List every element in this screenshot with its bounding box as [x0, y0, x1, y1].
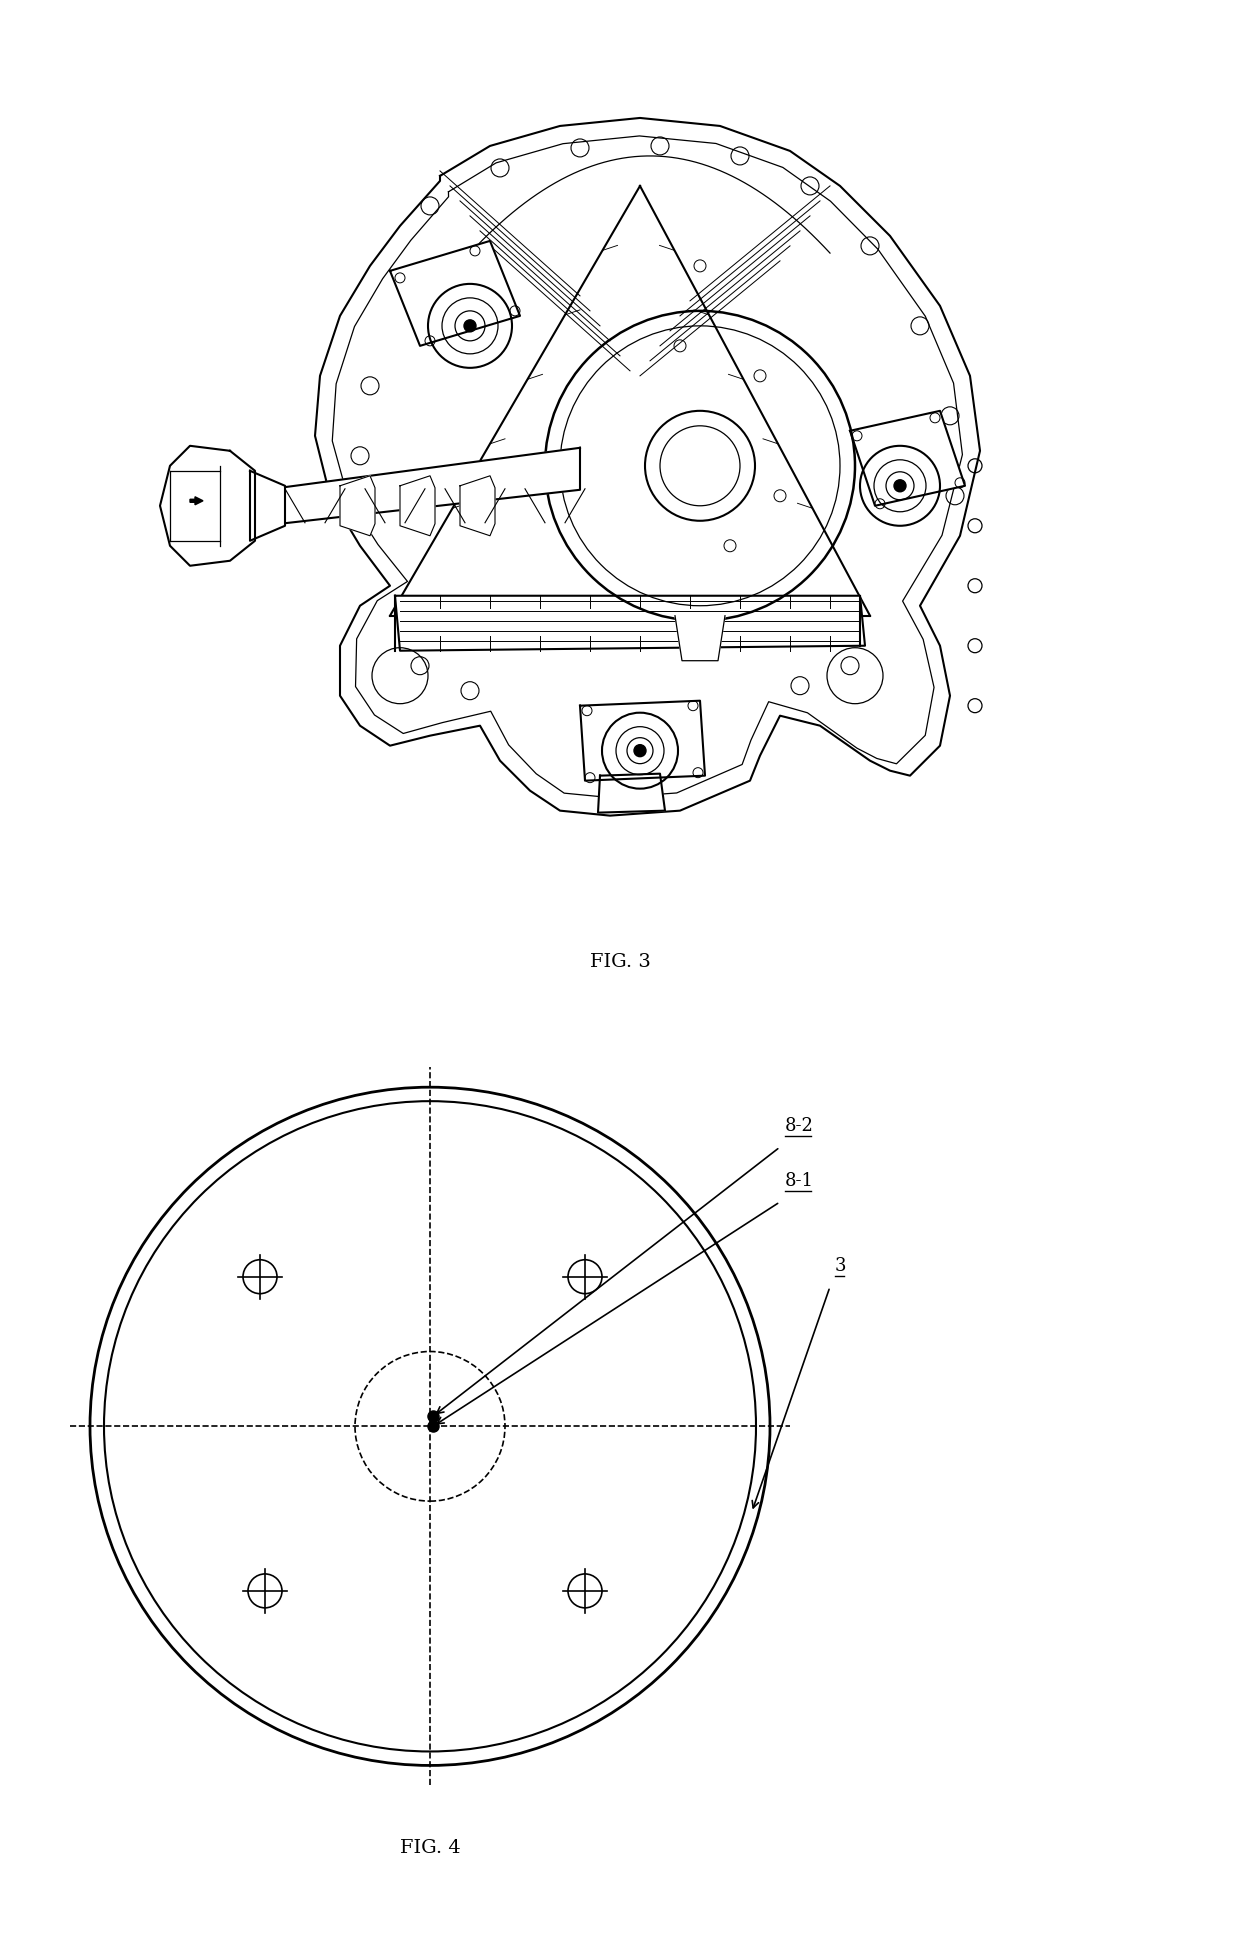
- Circle shape: [894, 480, 906, 491]
- Polygon shape: [460, 476, 495, 536]
- Text: FIG. 3: FIG. 3: [589, 952, 651, 971]
- Polygon shape: [580, 700, 706, 780]
- Text: FIG. 4: FIG. 4: [399, 1838, 460, 1858]
- Text: 8-2: 8-2: [785, 1116, 813, 1136]
- Polygon shape: [250, 470, 285, 540]
- Circle shape: [634, 745, 646, 757]
- Polygon shape: [401, 476, 435, 536]
- Text: 8-1: 8-1: [785, 1173, 813, 1190]
- Polygon shape: [598, 774, 665, 813]
- Circle shape: [464, 319, 476, 333]
- Polygon shape: [391, 240, 520, 346]
- Polygon shape: [160, 445, 255, 565]
- Polygon shape: [675, 615, 725, 660]
- Polygon shape: [340, 476, 374, 536]
- Polygon shape: [849, 410, 965, 505]
- Polygon shape: [280, 447, 580, 524]
- FancyArrow shape: [190, 497, 203, 505]
- Text: 3: 3: [835, 1256, 847, 1275]
- Polygon shape: [396, 596, 866, 650]
